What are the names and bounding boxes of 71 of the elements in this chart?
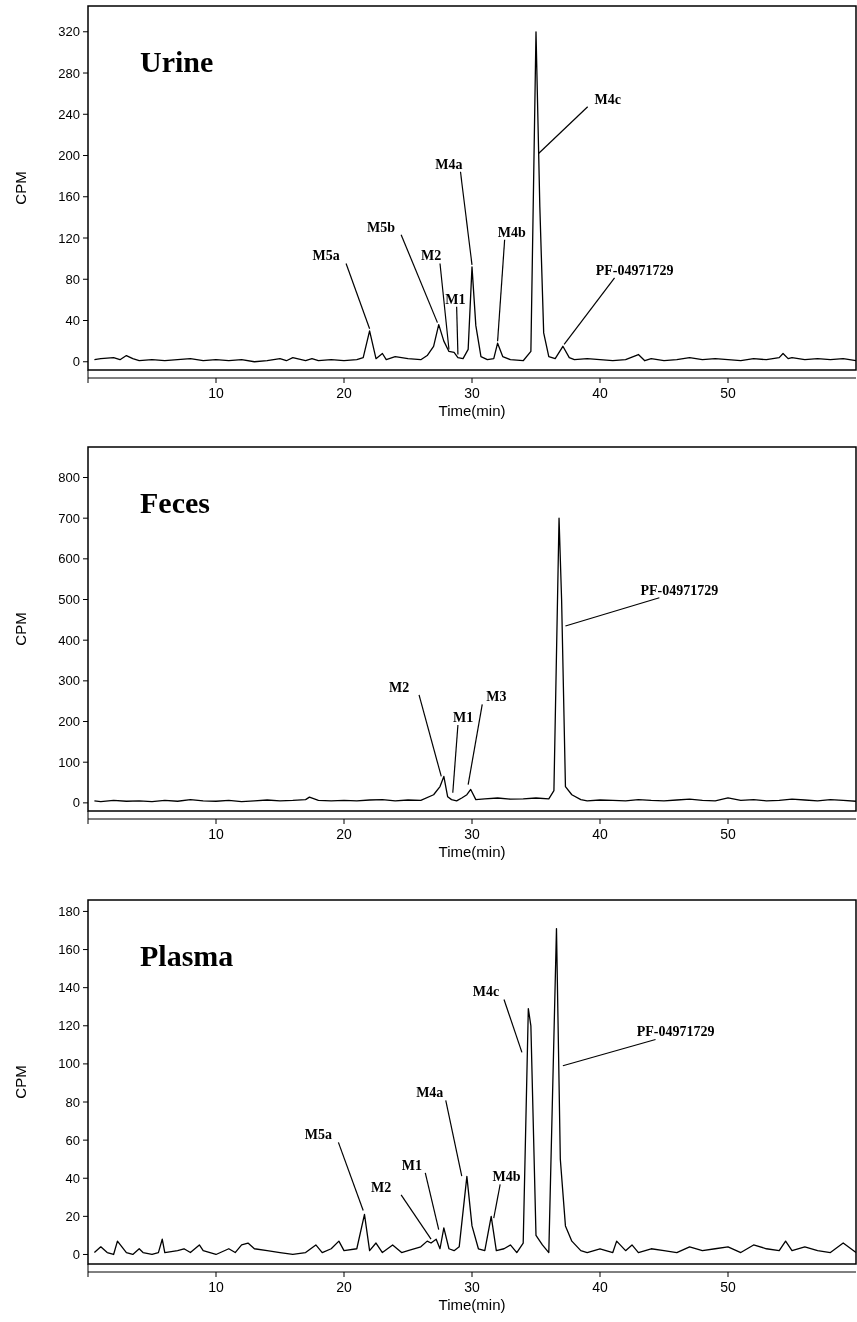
y-tick-label: 320 xyxy=(58,24,80,40)
y-tick-label: 700 xyxy=(58,510,80,526)
annotation: M2 xyxy=(420,248,442,264)
annotation: M1 xyxy=(401,1157,422,1173)
x-tick-label: 40 xyxy=(592,385,608,401)
y-tick-label: 40 xyxy=(65,313,80,329)
x-tick-label: 30 xyxy=(464,826,480,842)
text: Urine xyxy=(140,45,214,78)
x-tick-label: 10 xyxy=(208,826,224,842)
annotation: M5a xyxy=(312,248,340,264)
text: Plasma xyxy=(140,939,234,972)
annotation: M4a xyxy=(416,1085,444,1101)
y-tick-label: 180 xyxy=(58,903,80,919)
y-tick-label: 0 xyxy=(72,354,80,370)
x-tick-label: 30 xyxy=(464,1279,480,1295)
y-tick-label: 280 xyxy=(58,65,80,81)
x-tick-label: 20 xyxy=(336,385,352,401)
y-tick-label: 160 xyxy=(58,942,80,958)
annotation: PF-04971729 xyxy=(636,1024,715,1040)
y-tick-label: 60 xyxy=(65,1132,80,1148)
y-axis-title: CPM xyxy=(12,1065,29,1099)
x-tick-label: 10 xyxy=(208,1279,224,1295)
annotation: M4b xyxy=(497,224,526,240)
y-tick-label: 80 xyxy=(65,1094,80,1110)
x-axis-title: Time(min) xyxy=(438,843,506,860)
y-tick-label: 140 xyxy=(58,980,80,996)
y-tick-label: 80 xyxy=(65,271,80,287)
y-tick-label: 400 xyxy=(58,632,80,648)
annotation: M4c xyxy=(594,91,621,107)
y-tick-label: 40 xyxy=(65,1170,80,1186)
y-tick-label: 100 xyxy=(58,754,80,770)
annotation: M1 xyxy=(452,709,474,725)
y-axis-title: CPM xyxy=(12,171,29,205)
x-tick-label: 50 xyxy=(720,826,736,842)
annotation: M4c xyxy=(472,984,500,1000)
annotation: PF-04971729 xyxy=(640,582,719,598)
text: Feces xyxy=(140,486,210,519)
y-tick-label: 800 xyxy=(58,470,80,486)
x-tick-label: 40 xyxy=(592,1279,608,1295)
annotation: M5a xyxy=(304,1127,333,1143)
annotation: M3 xyxy=(486,689,507,705)
y-axis-title: CPM xyxy=(12,612,29,646)
x-tick-label: 20 xyxy=(336,1279,352,1295)
y-tick-label: 200 xyxy=(58,148,80,164)
annotation: M4a xyxy=(435,156,463,172)
x-tick-label: 20 xyxy=(336,826,352,842)
x-axis-title: Time(min) xyxy=(438,1296,506,1313)
annotation: PF-04971729 xyxy=(595,262,674,278)
y-tick-label: 120 xyxy=(58,1018,80,1034)
x-tick-label: 10 xyxy=(208,385,224,401)
y-tick-label: 100 xyxy=(58,1056,80,1072)
x-tick-label: 30 xyxy=(464,385,480,401)
x-tick-label: 40 xyxy=(592,826,608,842)
y-tick-label: 300 xyxy=(58,673,80,689)
annotation: M5b xyxy=(367,219,396,235)
x-tick-label: 50 xyxy=(720,1279,736,1295)
annotation: M2 xyxy=(388,679,410,695)
annotation: M1 xyxy=(445,291,466,307)
y-tick-label: 600 xyxy=(58,551,80,567)
y-tick-label: 0 xyxy=(72,1247,80,1263)
y-tick-label: 240 xyxy=(58,106,80,122)
annotation: M2 xyxy=(371,1179,392,1195)
y-tick-label: 500 xyxy=(58,592,80,608)
y-tick-label: 20 xyxy=(65,1208,80,1224)
y-tick-label: 120 xyxy=(58,230,80,246)
x-axis-title: Time(min) xyxy=(438,402,506,419)
x-tick-label: 50 xyxy=(720,385,736,401)
y-tick-label: 0 xyxy=(72,795,80,811)
y-tick-label: 160 xyxy=(58,189,80,205)
annotation: M4b xyxy=(492,1169,521,1185)
y-tick-label: 200 xyxy=(58,714,80,730)
